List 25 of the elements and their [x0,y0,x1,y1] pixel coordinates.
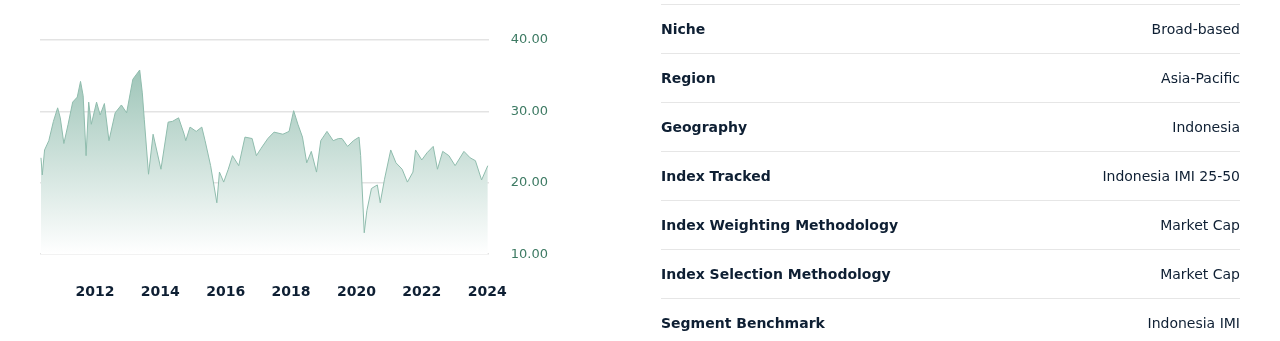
x-tick-label: 2022 [402,283,442,300]
x-tick-label: 2020 [336,283,377,300]
category-label: Region [661,70,716,86]
text: Market Cap [1160,217,1240,233]
x-tick-label: 2014 [140,283,181,300]
category-label: Segment Benchmark [661,315,825,331]
text: Indonesia IMI [1147,315,1240,331]
category-label: Index Selection Methodology [661,266,891,282]
text: Asia-Pacific [1161,70,1240,86]
text: Indonesia [1172,119,1240,135]
category-label: Index Weighting Methodology [661,217,899,233]
y-tick-label: 10.00 [510,245,548,261]
x-tick-label: 2024 [467,283,507,300]
category-label: Geography [661,119,748,135]
x-tick-label: 2016 [206,283,246,300]
y-tick-label: 30.00 [510,102,548,118]
category-label: Niche [661,21,706,37]
category-label: Index Tracked [661,168,771,184]
text: Market Cap [1160,266,1240,282]
x-tick-label: 2018 [271,283,311,300]
text: Broad-based [1151,21,1240,37]
text: Indonesia IMI 25-50 [1102,168,1240,184]
y-tick-label: 40.00 [510,31,548,47]
x-tick-label: 2012 [75,283,115,300]
y-tick-label: 20.00 [510,174,548,190]
